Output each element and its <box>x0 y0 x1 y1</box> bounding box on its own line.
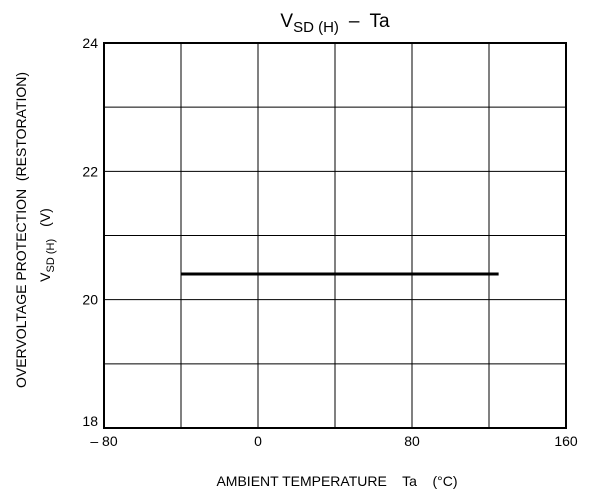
x-axis-label: AMBIENT TEMPERATURE Ta (°C) <box>216 473 457 489</box>
y-axis-label-line2: VSD (H) (V) <box>37 208 57 282</box>
y-tick-label: 18 <box>82 413 98 429</box>
y-axis-label-subscript: SD (H) <box>45 239 57 273</box>
x-tick-label: – 80 <box>90 433 117 449</box>
chart-title-main: V <box>280 11 293 32</box>
y-tick-label: 24 <box>82 35 98 51</box>
y-axis-label: OVERVOLTAGE PROTECTION (RESTORATION) VSD… <box>13 72 57 388</box>
y-tick-labels: 18 20 22 24 <box>82 35 98 429</box>
y-axis-label-line1: OVERVOLTAGE PROTECTION (RESTORATION) <box>13 72 29 388</box>
plot-frame <box>103 42 567 429</box>
x-tick-label: 160 <box>554 433 578 449</box>
x-tick-label: 80 <box>404 433 420 449</box>
x-tick-label: 0 <box>254 433 262 449</box>
y-axis-label-unit: (V) <box>37 208 53 227</box>
chart-title-sub: SD (H) <box>293 19 339 36</box>
plot-border <box>103 42 567 429</box>
x-tick-labels: – 80 0 80 160 <box>90 433 578 449</box>
y-tick-label: 20 <box>82 292 98 308</box>
chart-title-separator: – <box>349 11 360 32</box>
y-tick-label: 22 <box>82 163 98 179</box>
chart-title-rhs: Ta <box>370 11 391 32</box>
chart-title: VSD (H) – Ta <box>280 11 390 36</box>
grid <box>104 43 566 428</box>
y-axis-label-symbol: V <box>37 272 53 282</box>
